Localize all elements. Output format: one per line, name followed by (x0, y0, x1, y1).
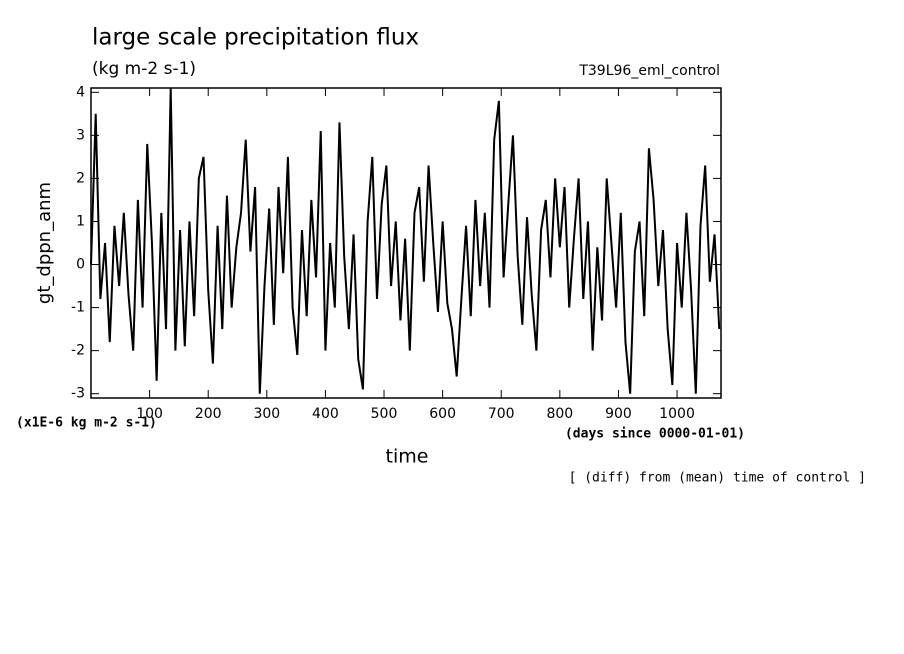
x-tick-label: 800 (546, 406, 573, 422)
y-unit-label: (x1E-6 kg m-2 s-1) (16, 416, 157, 431)
x-tick-label: 600 (429, 406, 456, 422)
x-tick-label: 900 (605, 406, 632, 422)
note: [ (diff) from (mean) time of control ] (569, 471, 866, 486)
x-tick-label: 1000 (659, 406, 695, 422)
data-line (90, 87, 721, 394)
y-tick-label: 2 (76, 170, 85, 186)
y-tick-label: -2 (71, 343, 85, 359)
chart-title: large scale precipitation flux (92, 25, 419, 51)
x-tick-label: 400 (312, 406, 339, 422)
x-axis-label: time (386, 446, 429, 468)
x-tick-label: 500 (371, 406, 398, 422)
x-unit-label: (days since 0000-01-01) (565, 427, 745, 442)
run-label: T39L96_eml_control (578, 63, 720, 79)
x-tick-label: 100 (136, 406, 163, 422)
y-tick-label: -3 (71, 386, 85, 402)
y-tick-label: 1 (76, 213, 85, 229)
y-tick-label: 4 (76, 84, 85, 100)
x-tick-label: 300 (253, 406, 280, 422)
y-axis-label: gt_dppn_anm (34, 182, 55, 304)
y-tick-label: 0 (76, 257, 85, 273)
x-tick-label: 200 (195, 406, 222, 422)
x-tick-label: 700 (488, 406, 515, 422)
y-tick-label: 3 (76, 127, 85, 143)
subtitle: (kg m-2 s-1) (92, 59, 196, 79)
y-tick-label: -1 (71, 300, 85, 316)
